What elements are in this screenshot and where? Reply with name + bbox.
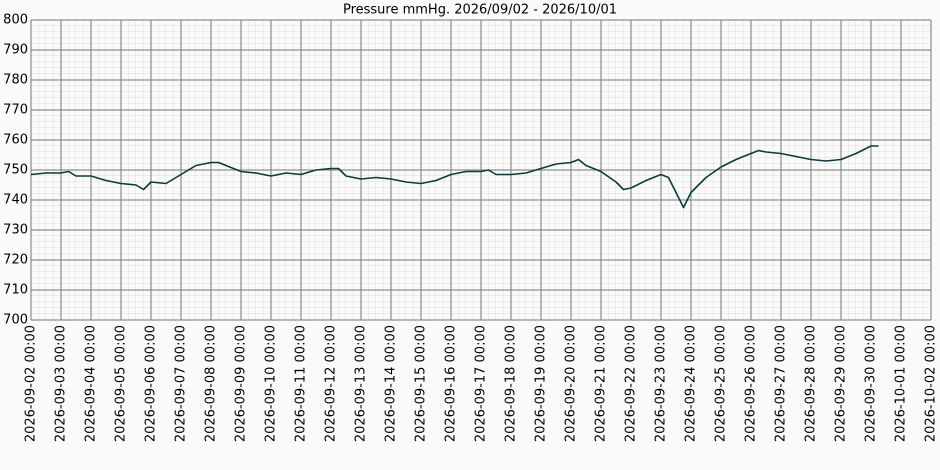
x-tick-label: 2026-09-10 00:00 <box>264 325 279 442</box>
x-tick-label: 2026-09-16 00:00 <box>444 325 459 442</box>
y-tick-label: 780 <box>3 73 28 88</box>
x-tick-label: 2026-09-05 00:00 <box>114 325 129 442</box>
x-tick-label: 2026-09-18 00:00 <box>504 325 519 442</box>
x-tick-label: 2026-09-09 00:00 <box>234 325 249 442</box>
x-tick-label: 2026-09-12 00:00 <box>324 325 339 442</box>
x-tick-label: 2026-09-13 00:00 <box>354 325 369 442</box>
series-line <box>30 145 879 209</box>
x-tick-label: 2026-09-11 00:00 <box>294 325 309 442</box>
x-tick-label: 2026-09-30 00:00 <box>864 325 879 442</box>
chart-title: Pressure mmHg. 2026/09/02 - 2026/10/01 <box>343 3 617 18</box>
y-tick-label: 720 <box>3 253 28 268</box>
x-tick-label: 2026-09-28 00:00 <box>804 325 819 442</box>
y-tick-label: 710 <box>3 283 28 298</box>
x-tick-label: 2026-09-19 00:00 <box>534 325 549 442</box>
x-tick-label: 2026-09-08 00:00 <box>204 325 219 442</box>
x-tick-label: 2026-09-29 00:00 <box>834 325 849 442</box>
x-tick-label: 2026-09-14 00:00 <box>384 325 399 442</box>
y-tick-label: 760 <box>3 133 28 148</box>
x-tick-label: 2026-09-06 00:00 <box>144 325 159 442</box>
x-tick-label: 2026-09-07 00:00 <box>174 325 189 442</box>
y-tick-label: 740 <box>3 193 28 208</box>
x-tick-label: 2026-09-04 00:00 <box>84 325 99 442</box>
y-tick-label: 750 <box>3 163 28 178</box>
x-tick-label: 2026-09-20 00:00 <box>564 325 579 442</box>
y-tick-label: 800 <box>3 13 28 28</box>
x-tick-label: 2026-09-17 00:00 <box>474 325 489 442</box>
x-tick-label: 2026-09-24 00:00 <box>684 325 699 442</box>
y-tick-label: 790 <box>3 43 28 58</box>
x-tick-label: 2026-09-23 00:00 <box>654 325 669 442</box>
x-tick-label: 2026-09-27 00:00 <box>774 325 789 442</box>
y-tick-label: 770 <box>3 103 28 118</box>
x-tick-label: 2026-09-15 00:00 <box>414 325 429 442</box>
x-tick-label: 2026-09-22 00:00 <box>624 325 639 442</box>
x-tick-label: 2026-09-21 00:00 <box>594 325 609 442</box>
x-tick-label: 2026-10-02 00:00 <box>924 325 939 442</box>
x-tick-label: 2026-09-26 00:00 <box>744 325 759 442</box>
y-tick-label: 730 <box>3 223 28 238</box>
x-tick-label: 2026-09-25 00:00 <box>714 325 729 442</box>
x-tick-label: 2026-10-01 00:00 <box>894 325 909 442</box>
x-tick-label: 2026-09-03 00:00 <box>54 325 69 442</box>
y-tick-label: 700 <box>3 313 28 328</box>
x-tick-label: 2026-09-02 00:00 <box>24 325 39 442</box>
